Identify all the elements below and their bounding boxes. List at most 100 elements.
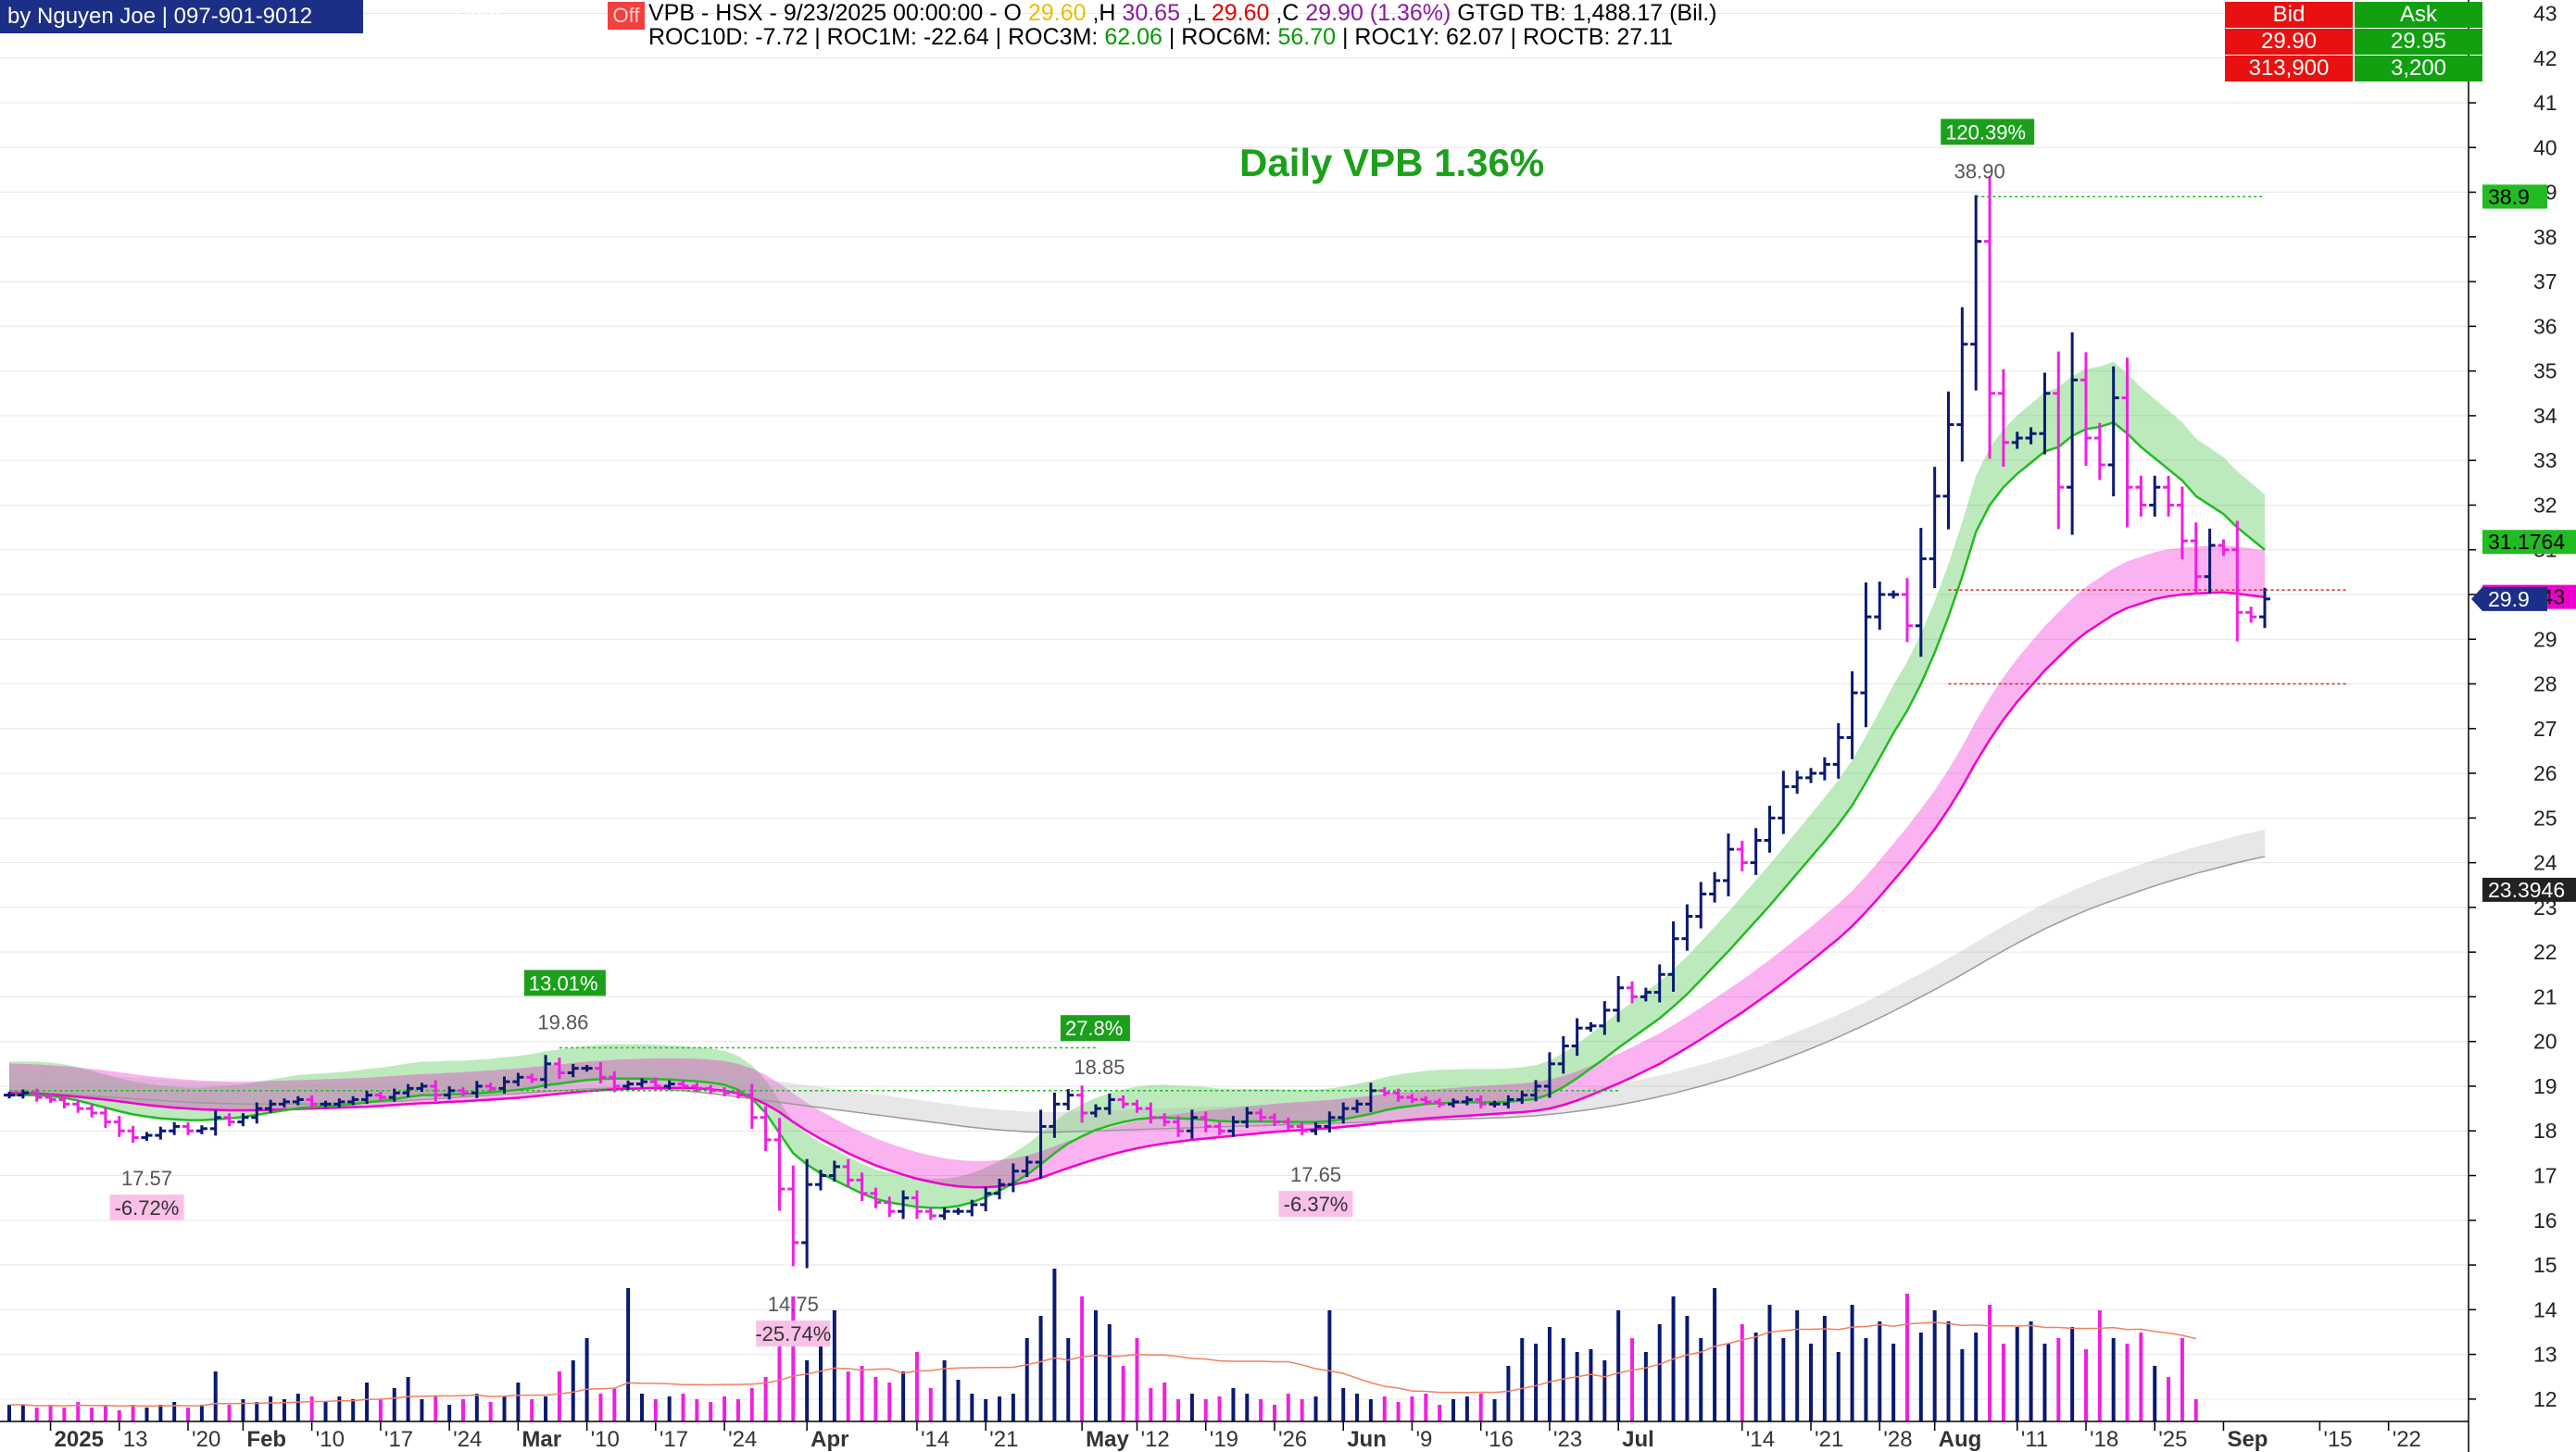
y-tick-label: 34 bbox=[2533, 404, 2557, 428]
y-tick-label: 28 bbox=[2533, 672, 2557, 696]
y-tick-label: 38 bbox=[2533, 225, 2557, 249]
low-pct-badge bbox=[756, 1321, 831, 1347]
roc6m-value: 56.70 bbox=[1277, 24, 1336, 50]
x-tick-label: Jun bbox=[1347, 1427, 1387, 1452]
low-pct-badge bbox=[109, 1194, 184, 1220]
price-tag bbox=[2471, 586, 2547, 611]
y-tick-label: 16 bbox=[2533, 1208, 2557, 1233]
y-tick-label: 19 bbox=[2533, 1074, 2557, 1098]
x-tick-label: '19 bbox=[1210, 1427, 1238, 1452]
x-tick-label: 2025 bbox=[55, 1427, 104, 1452]
x-tick-label: 13 bbox=[123, 1427, 148, 1452]
x-tick-label: Jul bbox=[1622, 1427, 1654, 1452]
moving-average-lines bbox=[8, 420, 2266, 1209]
x-tick-label: '21 bbox=[1815, 1427, 1843, 1452]
x-tick-label: '9 bbox=[1415, 1427, 1432, 1452]
x-tick-label: May bbox=[1086, 1427, 1129, 1452]
low-label: ,L bbox=[1179, 0, 1212, 26]
y-tick-label: 32 bbox=[2533, 493, 2557, 517]
y-tick-label: 27 bbox=[2533, 717, 2557, 741]
y-tick-label: 33 bbox=[2533, 448, 2557, 472]
y-tick-label: 37 bbox=[2533, 269, 2557, 294]
y-tick-label: 43 bbox=[2533, 1, 2557, 25]
low-pct-label: -25.74% bbox=[755, 1322, 831, 1346]
chart-annotations: 17.57 -6.72% 19.86 13.01% 14.75 -25.74% 18.85 2… bbox=[109, 119, 2035, 1347]
y-tick-label: 12 bbox=[2533, 1387, 2557, 1411]
roc-part-a: ROC10D: -7.72 | ROC1M: -22.64 | ROC3M: bbox=[648, 24, 1105, 50]
date-label: Date 9/23/2025 bbox=[454, 4, 553, 55]
x-tick-label: '11 bbox=[2021, 1427, 2049, 1452]
y-tick-label: 26 bbox=[2533, 761, 2557, 785]
x-tick-label: '14 bbox=[1746, 1427, 1775, 1452]
turnover-info: GTGD TB: 1,488.17 (Bil.) bbox=[1451, 0, 1717, 26]
price-tag bbox=[2482, 530, 2576, 555]
roc-info: ROC10D: -7.72 | ROC1M: -22.64 | ROC3M: 6… bbox=[648, 24, 1673, 51]
x-tick-label: '24 bbox=[728, 1427, 757, 1452]
high-pct-label: 27.8% bbox=[1065, 1017, 1123, 1040]
x-tick-label: '25 bbox=[2158, 1427, 2187, 1452]
high-price-label: 19.86 bbox=[537, 1010, 588, 1033]
x-tick-label: '10 bbox=[316, 1427, 345, 1452]
y-tick-label: 35 bbox=[2533, 359, 2557, 383]
status-badge[interactable]: Off bbox=[608, 2, 645, 30]
close-value: 29.90 (1.36%) bbox=[1305, 0, 1451, 26]
volume-bars bbox=[7, 1269, 2198, 1421]
ma-slow-band bbox=[9, 829, 2265, 1133]
x-tick-label: '12 bbox=[1141, 1427, 1170, 1452]
high-pct-label: 120.39% bbox=[1945, 120, 2026, 144]
y-tick-label: 20 bbox=[2533, 1030, 2557, 1054]
x-tick-label: '26 bbox=[1278, 1427, 1307, 1452]
bid-label: Bid bbox=[2225, 2, 2353, 28]
x-tick-label: '17 bbox=[660, 1427, 688, 1452]
price-tag-label: 23.3946 bbox=[2488, 878, 2565, 902]
low-price-label: 17.57 bbox=[121, 1167, 172, 1190]
x-tick-label: Aug bbox=[1939, 1427, 1982, 1452]
high-pct-badge bbox=[1941, 119, 2035, 145]
x-tick-label: '17 bbox=[384, 1427, 413, 1452]
low-value: 29.60 bbox=[1211, 0, 1270, 26]
price-tag bbox=[2482, 877, 2576, 902]
chart-grid bbox=[0, 12, 2469, 1400]
high-pct-badge bbox=[523, 970, 606, 996]
roc-part-b: | ROC6M: bbox=[1162, 24, 1278, 50]
chart-title: Daily VPB 1.36% bbox=[1239, 141, 1545, 184]
low-price-label: 14.75 bbox=[768, 1293, 819, 1316]
low-price-label: 17.65 bbox=[1290, 1163, 1341, 1186]
y-tick-label: 36 bbox=[2533, 314, 2557, 338]
ohlc-info: VPB - HSX - 9/23/2025 00:00:00 - O 29.60… bbox=[648, 0, 1716, 27]
x-tick-label: '14 bbox=[921, 1427, 949, 1452]
x-tick-label: '28 bbox=[1883, 1427, 1912, 1452]
ma-slow-line bbox=[8, 856, 2266, 1133]
high-label: ,H bbox=[1086, 0, 1123, 26]
ma-fast-line bbox=[9, 420, 2266, 1209]
roc-part-c: | ROC1Y: 62.07 | ROCTB: 27.11 bbox=[1336, 24, 1674, 50]
ask-price: 29.95 bbox=[2355, 29, 2482, 55]
y-tick-label: 29 bbox=[2533, 627, 2557, 651]
y-tick-label: 24 bbox=[2533, 851, 2557, 875]
x-tick-label: '24 bbox=[453, 1427, 482, 1452]
low-pct-label: -6.72% bbox=[115, 1196, 180, 1220]
x-tick-label: '21 bbox=[989, 1427, 1018, 1452]
roc3m-value: 62.06 bbox=[1104, 24, 1162, 50]
x-tick-label: '20 bbox=[192, 1427, 220, 1452]
y-tick-label: 41 bbox=[2533, 91, 2557, 115]
x-tick-label: Mar bbox=[521, 1427, 561, 1452]
y-tick-label: 21 bbox=[2533, 984, 2557, 1008]
high-value: 30.65 bbox=[1122, 0, 1180, 26]
x-tick-label: '18 bbox=[2090, 1427, 2118, 1452]
x-tick-label: '15 bbox=[2323, 1427, 2352, 1452]
reference-lines bbox=[9, 195, 2348, 1092]
y-tick-label: 22 bbox=[2533, 940, 2557, 964]
high-pct-label: 13.01% bbox=[529, 971, 598, 995]
ask-label: Ask bbox=[2355, 2, 2482, 28]
ma-bands bbox=[9, 361, 2265, 1208]
x-tick-label: '22 bbox=[2393, 1427, 2421, 1452]
bid-price: 29.90 bbox=[2225, 29, 2353, 55]
high-pct-badge bbox=[1060, 1015, 1130, 1042]
high-price-label: 18.85 bbox=[1074, 1056, 1125, 1079]
low-pct-label: -6.37% bbox=[1284, 1193, 1349, 1216]
open-value: 29.60 bbox=[1027, 0, 1087, 26]
y-tick-label: 15 bbox=[2533, 1253, 2557, 1277]
